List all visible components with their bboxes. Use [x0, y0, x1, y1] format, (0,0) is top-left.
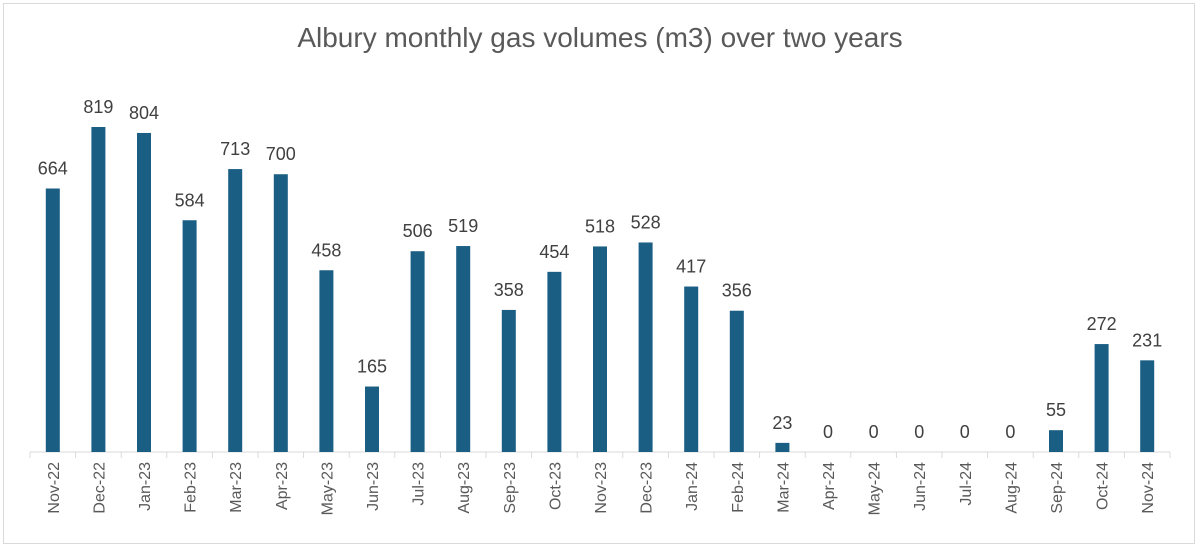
x-tick-label-May-23: May-23	[319, 462, 336, 515]
data-label-Nov-22: 664	[38, 159, 68, 179]
x-tick-label-Aug-23: Aug-23	[456, 462, 473, 514]
data-label-Aug-23: 519	[448, 216, 478, 236]
x-tick-label-Feb-24: Feb-24	[730, 462, 747, 513]
data-label-Nov-24: 231	[1132, 330, 1162, 350]
bar-Nov-23	[593, 246, 607, 452]
data-label-May-23: 458	[311, 240, 341, 260]
x-tick-label-Feb-23: Feb-23	[183, 462, 200, 513]
bar-Feb-23	[182, 220, 197, 452]
data-label-Apr-23: 700	[266, 144, 296, 164]
x-tick-label-Nov-22: Nov-22	[46, 462, 63, 514]
x-tick-label-Nov-24: Nov-24	[1140, 462, 1157, 514]
x-tick-label-Sep-23: Sep-23	[502, 462, 519, 514]
data-label-Feb-23: 584	[175, 190, 205, 210]
bar-Jan-23	[137, 132, 151, 452]
x-tick-label-Oct-24: Oct-24	[1095, 462, 1112, 510]
data-label-Jul-23: 506	[403, 221, 433, 241]
data-label-May-24: 0	[869, 422, 879, 442]
data-label-Oct-23: 454	[539, 242, 569, 262]
data-label-Dec-22: 819	[83, 97, 113, 117]
x-tick-label-May-24: May-24	[867, 462, 884, 515]
x-tick-label-Sep-24: Sep-24	[1049, 462, 1066, 514]
x-tick-label-Apr-23: Apr-23	[274, 462, 291, 510]
bar-Mar-24	[775, 442, 790, 452]
data-label-Jun-24: 0	[914, 422, 924, 442]
x-tick-label-Jun-24: Jun-24	[912, 462, 929, 511]
x-tick-label-Jan-23: Jan-23	[137, 462, 154, 511]
bar-Aug-23	[456, 246, 471, 452]
data-label-Oct-24: 272	[1087, 314, 1117, 334]
data-label-Nov-23: 518	[585, 216, 615, 236]
x-tick-label-Mar-24: Mar-24	[775, 462, 792, 513]
data-label-Aug-24: 0	[1005, 422, 1015, 442]
data-label-Mar-24: 23	[772, 413, 792, 433]
bar-Nov-24	[1140, 360, 1155, 452]
x-tick-label-Jul-24: Jul-24	[958, 462, 975, 506]
x-tick-label-Dec-22: Dec-22	[91, 462, 108, 514]
bar-Oct-23	[547, 271, 562, 452]
bar-May-23	[319, 270, 334, 452]
x-tick-label-Oct-23: Oct-23	[547, 462, 564, 510]
data-label-Sep-24: 55	[1046, 400, 1066, 420]
bar-Nov-22	[45, 188, 60, 452]
bar-Jul-23	[410, 251, 425, 452]
bar-Oct-24	[1094, 344, 1109, 452]
data-label-Sep-23: 358	[494, 280, 524, 300]
x-tick-label-Jun-23: Jun-23	[365, 462, 382, 511]
x-tick-label-Aug-24: Aug-24	[1003, 462, 1020, 514]
data-label-Dec-23: 528	[631, 212, 661, 232]
bar-Feb-24	[729, 310, 744, 452]
bar-Sep-24	[1049, 430, 1063, 452]
data-label-Jan-23: 804	[129, 103, 159, 123]
x-tick-label-Dec-23: Dec-23	[639, 462, 656, 514]
data-label-Jul-24: 0	[960, 422, 970, 442]
bar-Jan-24	[684, 286, 699, 452]
x-tick-label-Mar-23: Mar-23	[228, 462, 245, 513]
bar-Dec-22	[91, 127, 106, 452]
bar-Jun-23	[365, 386, 379, 452]
data-label-Jun-23: 165	[357, 357, 387, 377]
x-tick-label-Nov-23: Nov-23	[593, 462, 610, 514]
data-label-Feb-24: 356	[722, 281, 752, 301]
bar-Dec-23	[638, 242, 653, 452]
bar-Mar-23	[228, 169, 243, 453]
bar-Sep-23	[501, 309, 516, 452]
x-tick-label-Jul-23: Jul-23	[411, 462, 428, 506]
bar-Apr-23	[273, 174, 288, 452]
data-label-Jan-24: 417	[676, 257, 706, 277]
chart-title: Albury monthly gas volumes (m3) over two…	[297, 22, 903, 53]
data-label-Mar-23: 713	[220, 139, 250, 159]
x-tick-label-Apr-24: Apr-24	[821, 462, 838, 510]
x-tick-label-Jan-24: Jan-24	[684, 462, 701, 511]
data-label-Apr-24: 0	[823, 422, 833, 442]
